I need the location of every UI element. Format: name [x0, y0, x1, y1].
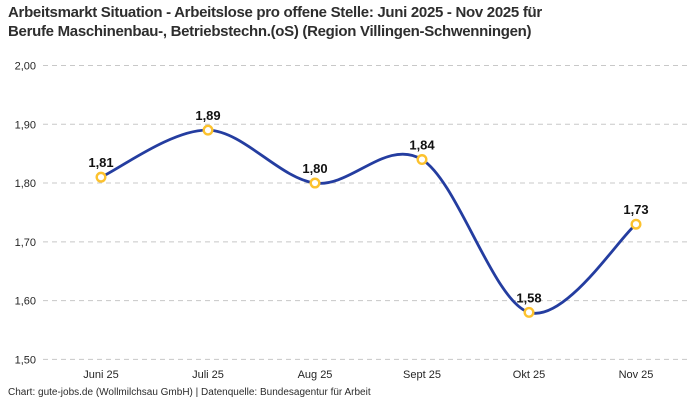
data-point-label: 1,81	[88, 155, 113, 170]
x-tick-label: Nov 25	[619, 369, 654, 381]
x-tick-label: Juli 25	[192, 369, 224, 381]
x-tick-label: Aug 25	[298, 369, 333, 381]
data-point-marker	[202, 124, 214, 136]
data-series-line	[99, 128, 638, 315]
y-tick-label: 2,00	[15, 61, 36, 73]
data-point-label: 1,89	[195, 108, 220, 123]
y-tick-label: 1,70	[15, 237, 36, 249]
data-point-label: 1,58	[516, 290, 541, 305]
data-point-marker	[630, 218, 642, 230]
data-point-marker	[416, 154, 428, 166]
y-tick-label: 1,80	[15, 178, 36, 190]
y-tick-label: 1,60	[15, 296, 36, 308]
data-point-marker	[95, 171, 107, 183]
data-point-label: 1,84	[409, 138, 435, 153]
x-tick-label: Sept 25	[403, 369, 441, 381]
y-tick-label: 1,50	[15, 354, 36, 366]
chart-title-line2: Berufe Maschinenbau-, Betriebstechn.(oS)…	[8, 23, 532, 40]
y-tick-label: 1,90	[15, 119, 36, 131]
data-point-label: 1,80	[302, 161, 327, 176]
data-point-marker	[523, 306, 535, 318]
x-tick-label: Okt 25	[513, 369, 545, 381]
data-point-label: 1,73	[623, 202, 648, 217]
data-point-marker	[309, 177, 321, 189]
chart-footer: Chart: gute-jobs.de (Wollmilchsau GmbH) …	[8, 387, 371, 398]
chart-title: Arbeitsmarkt Situation - Arbeitslose pro…	[8, 3, 696, 41]
chart-title-line1: Arbeitsmarkt Situation - Arbeitslose pro…	[8, 4, 542, 21]
x-tick-label: Juni 25	[83, 369, 118, 381]
